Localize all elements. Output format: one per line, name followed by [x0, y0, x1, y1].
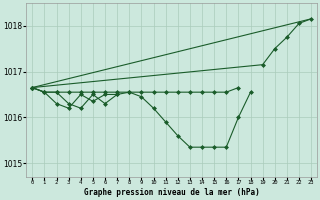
- X-axis label: Graphe pression niveau de la mer (hPa): Graphe pression niveau de la mer (hPa): [84, 188, 260, 197]
